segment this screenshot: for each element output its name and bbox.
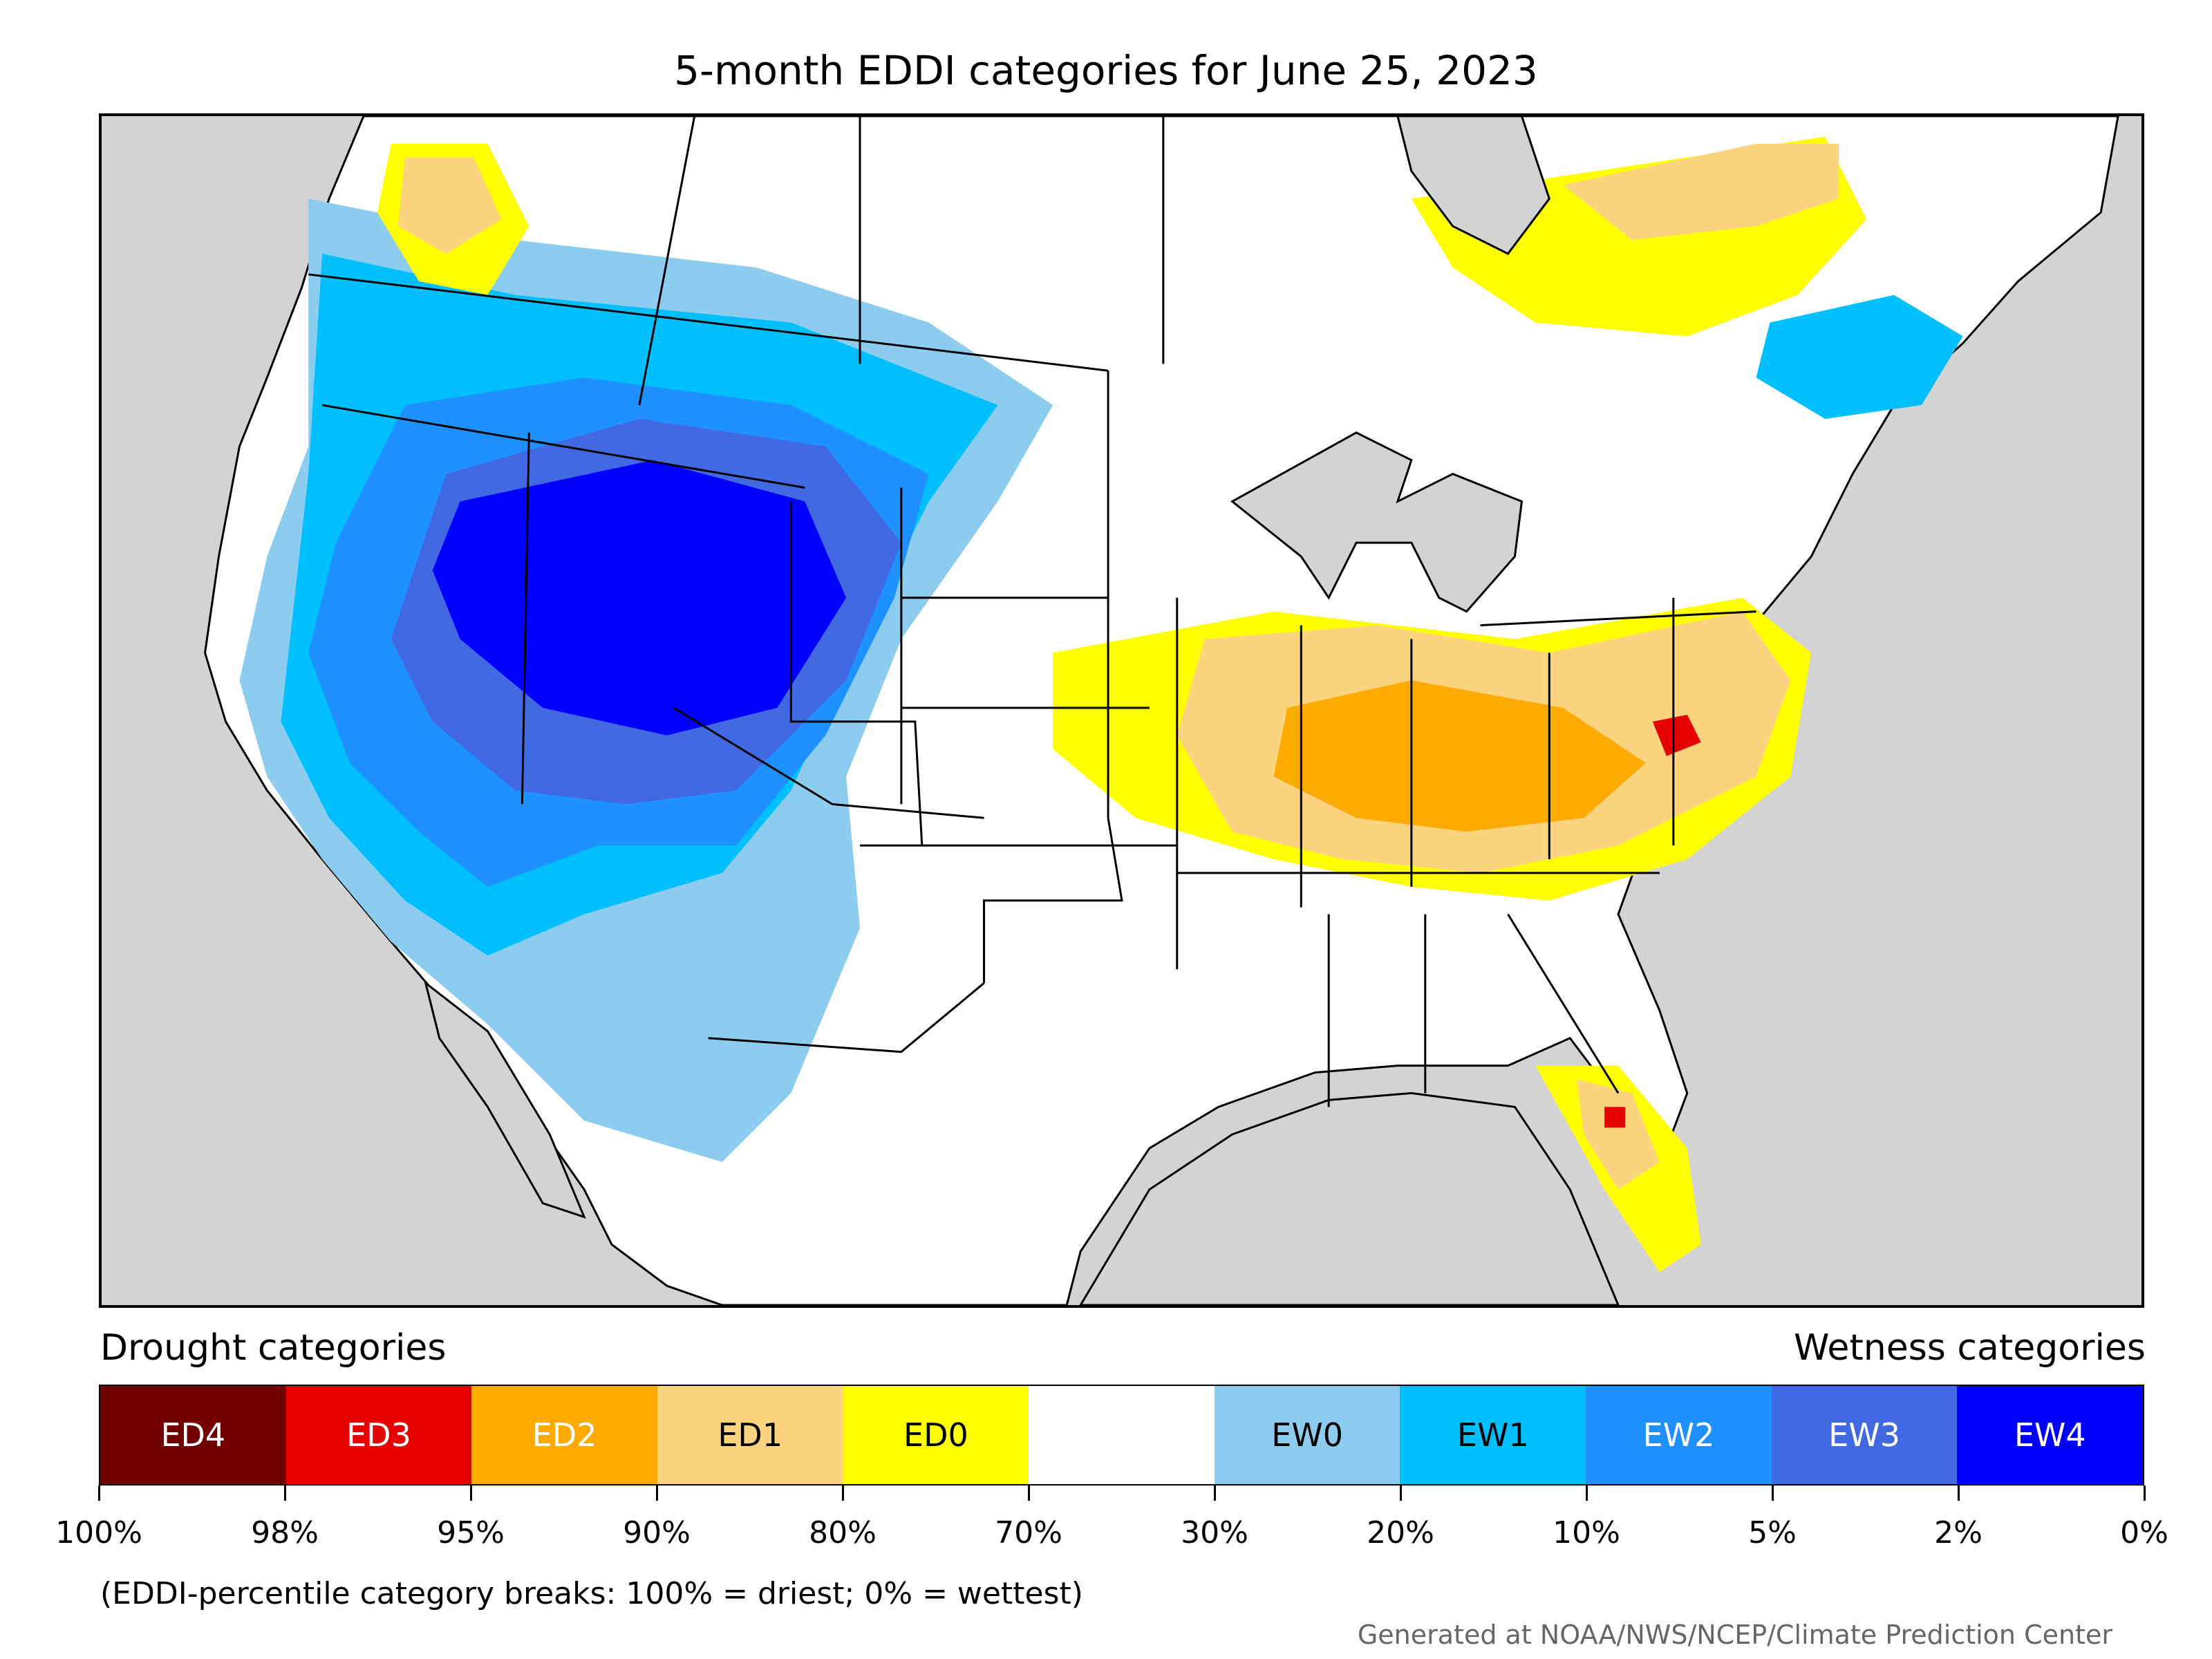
gulf-of-mexico — [1079, 1091, 1620, 1305]
legend-tick — [841, 1485, 844, 1501]
legend-tick-label: 95% — [437, 1515, 505, 1550]
legend-tick — [1399, 1485, 1402, 1501]
map-title: 5-month EDDI categories for June 25, 202… — [674, 47, 1538, 94]
legend-tick-label: 100% — [55, 1515, 142, 1550]
legend-segment-ed4: ED4 — [100, 1386, 286, 1484]
map-canvas — [204, 116, 2119, 1305]
legend-tick — [1585, 1485, 1588, 1501]
legend-segment-ed3: ED3 — [285, 1386, 472, 1484]
legend-tick — [97, 1485, 100, 1501]
legend-colorbar: ED4 ED3 ED2 ED1 ED0 EW0 EW1 EW2 EW3 EW4 — [99, 1385, 2144, 1485]
legend-segment-normal — [1029, 1386, 1215, 1484]
gulf-of-california — [424, 980, 586, 1219]
drought-categories-label: Drought categories — [100, 1327, 447, 1369]
legend-segment-ew1: EW1 — [1400, 1386, 1586, 1484]
legend-tick-label: 20% — [1367, 1515, 1434, 1550]
state-borders — [308, 116, 1756, 1107]
legend-tick — [1213, 1485, 1216, 1501]
legend-tick-label: 5% — [1748, 1515, 1797, 1550]
legend-tick — [1771, 1485, 1774, 1501]
legend-tick-label: 80% — [809, 1515, 877, 1550]
legend-tick — [283, 1485, 286, 1501]
legend-segment-ew3: EW3 — [1771, 1386, 1958, 1484]
ed3-spot-florida — [1604, 1107, 1626, 1128]
legend-tick — [1027, 1485, 1030, 1501]
legend-tick-label: 90% — [623, 1515, 691, 1550]
wetness-categories-label: Wetness categories — [1794, 1327, 2146, 1369]
ed1-region-pacific-nw — [397, 157, 502, 254]
legend-tick — [469, 1485, 472, 1501]
legend-segment-ew4: EW4 — [1957, 1386, 2144, 1484]
legend-tick — [2143, 1485, 2146, 1501]
legend-tick-label: 98% — [251, 1515, 319, 1550]
category-note: (EDDI-percentile category breaks: 100% =… — [100, 1576, 1083, 1611]
legend-segment-ed1: ED1 — [657, 1386, 843, 1484]
legend-tick-label: 70% — [995, 1515, 1062, 1550]
ew1-region-northeast — [1756, 294, 1963, 419]
legend-segment-ed0: ED0 — [843, 1386, 1029, 1484]
hudson-bay-area — [1396, 116, 1550, 255]
legend-tick-label: 10% — [1553, 1515, 1620, 1550]
legend-tick-label: 30% — [1181, 1515, 1248, 1550]
eddi-map — [99, 113, 2144, 1308]
legend-ticks — [97, 1485, 2146, 1502]
credit-text: Generated at NOAA/NWS/NCEP/Climate Predi… — [1357, 1620, 2112, 1650]
legend-segment-ew2: EW2 — [1586, 1386, 1772, 1484]
legend-tick-label: 0% — [2120, 1515, 2168, 1550]
legend-tick — [655, 1485, 658, 1501]
ew4-region-west — [432, 460, 847, 735]
great-lakes — [1230, 431, 1524, 613]
legend-tick — [1957, 1485, 1960, 1501]
ed3-spot-virginia — [1652, 714, 1701, 756]
ed2-region-midwest — [1273, 680, 1646, 832]
legend-tick-label: 2% — [1934, 1515, 1983, 1550]
ed1-region-florida — [1577, 1079, 1660, 1190]
ed1-region-northeast-canada — [1563, 143, 1839, 241]
legend-segment-ed2: ED2 — [471, 1386, 657, 1484]
legend-segment-ew0: EW0 — [1214, 1386, 1400, 1484]
